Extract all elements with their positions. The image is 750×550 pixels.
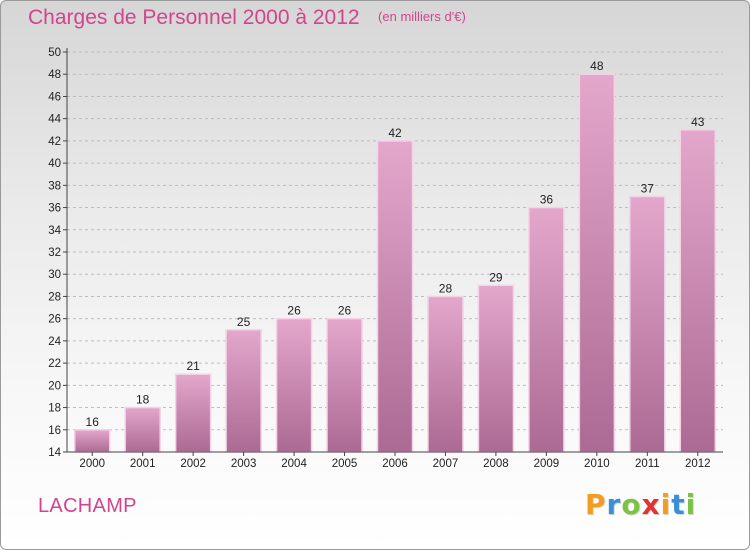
y-tick-label: 18 [48,403,61,415]
bar [477,284,515,453]
x-tick-label: 2007 [433,458,459,470]
logo-letter: i [685,488,697,521]
x-tick-label: 2006 [382,458,408,470]
data-label: 42 [388,126,402,140]
y-tick-label: 38 [48,180,61,192]
proxiti-logo: Proxiti [585,488,696,521]
x-tick-label: 2003 [231,458,257,470]
y-tick-label: 42 [48,136,61,148]
bar [174,373,212,453]
y-tick-label: 14 [48,447,61,459]
y-tick-label: 34 [48,225,61,237]
y-tick-label: 44 [48,114,61,126]
bar [124,406,161,453]
data-label: 43 [691,115,705,129]
y-tick-label: 36 [48,203,61,215]
logo-letter: o [621,488,642,521]
x-tick-label: 2004 [281,458,307,470]
bar [629,195,666,453]
data-label: 28 [439,281,453,295]
logo-letter: i [660,488,672,521]
bar [528,206,565,453]
x-tick-label: 2001 [130,458,156,470]
bar [73,429,111,453]
y-tick-label: 48 [48,69,61,81]
bars [73,73,717,453]
y-tick-label: 40 [48,158,61,170]
x-tick-label: 2011 [635,458,660,470]
axes [63,48,723,456]
chart-title: Charges de Personnel 2000 à 2012 [28,6,360,29]
y-tick-label: 20 [48,380,61,392]
y-tick-label: 26 [48,314,61,326]
bar [376,140,414,453]
commune-name: LACHAMP [38,495,137,517]
y-tick-label: 46 [48,91,61,103]
logo-letter: P [585,488,607,521]
x-tick-label: 2010 [584,458,610,470]
chart-subtitle: (en milliers d'€) [378,9,466,24]
y-tick-label: 24 [48,336,61,348]
bar [225,329,262,453]
bar [679,129,717,453]
data-label: 29 [489,270,503,284]
data-label: 36 [540,193,554,207]
y-tick-label: 32 [48,247,61,259]
bar [275,317,313,453]
bar [427,295,464,453]
x-tick-label: 2012 [685,458,711,470]
x-tick-label: 2008 [483,458,509,470]
data-label: 18 [136,393,150,407]
data-label: 26 [338,304,352,318]
data-label: 16 [86,415,100,429]
logo-letter: t [671,488,686,521]
logo-letter: x [641,488,661,521]
title-row: Charges de Personnel 2000 à 2012 (en mil… [28,6,466,30]
x-tick-label: 2009 [534,458,560,470]
y-tick-label: 28 [48,291,61,303]
bar [326,317,363,453]
data-label: 21 [186,359,200,373]
data-label: 25 [237,315,251,329]
labels: 14 16 18 20 22 24 26 28 30 32 34 36 38 40 42 44 46 48 50 20… [48,47,710,470]
y-tick-label: 16 [48,425,61,437]
y-tick-label: 22 [48,358,61,370]
bar [578,73,616,453]
x-tick-label: 2002 [180,458,206,470]
data-label: 37 [641,181,655,195]
data-label: 48 [590,59,604,73]
y-tick-label: 30 [48,269,61,281]
x-tick-label: 2000 [79,458,105,470]
x-tick-label: 2005 [332,458,358,470]
y-tick-label: 50 [48,47,61,59]
data-label: 26 [287,304,301,318]
logo-letter: r [606,488,622,521]
